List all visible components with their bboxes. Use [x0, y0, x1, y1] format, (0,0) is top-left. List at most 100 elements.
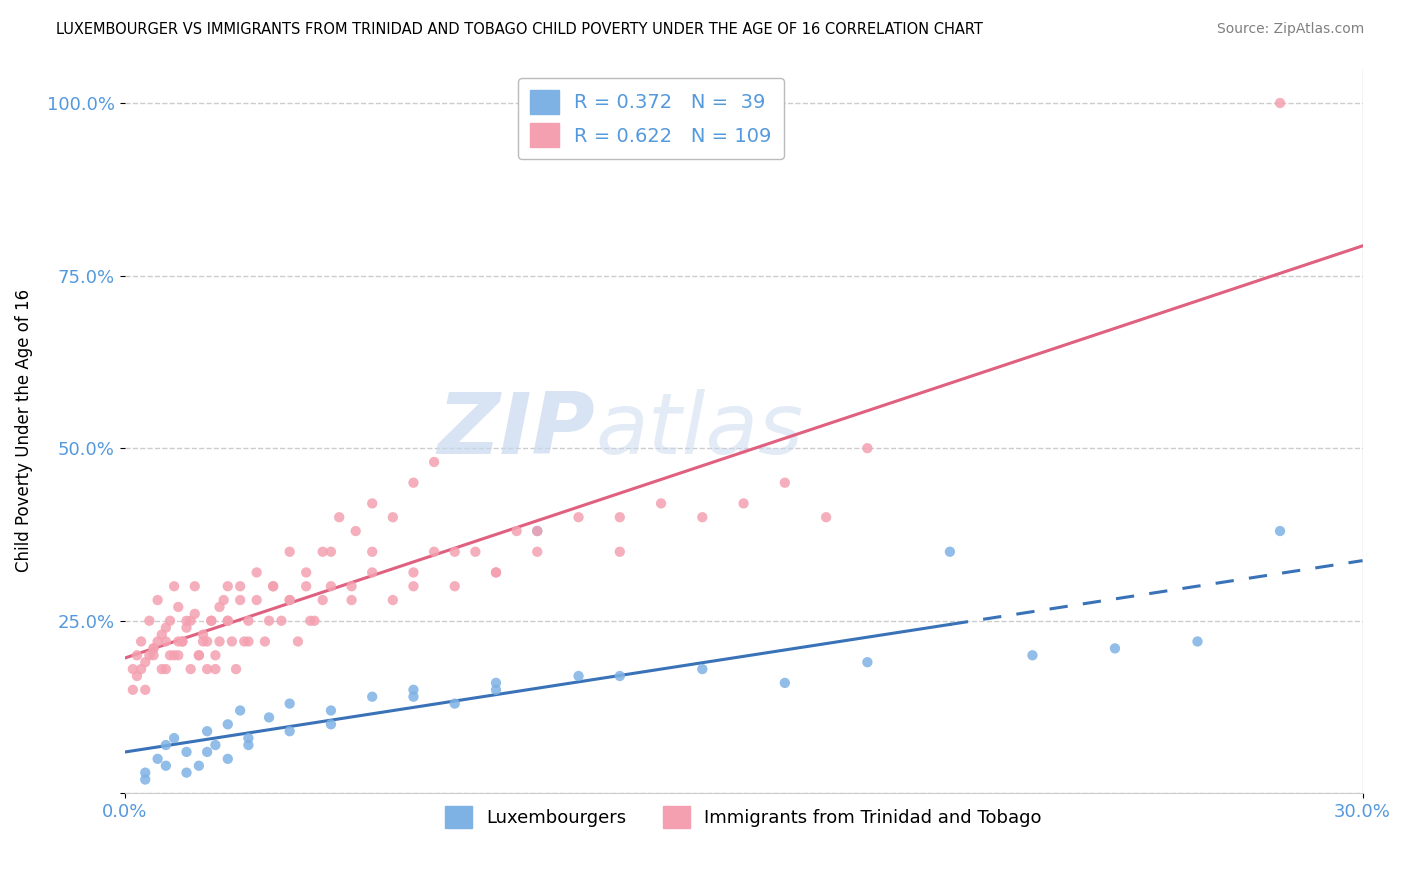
Point	[191, 634, 214, 648]
Point	[402, 690, 425, 704]
Point	[423, 545, 446, 559]
Point	[176, 745, 198, 759]
Point	[304, 614, 326, 628]
Point	[180, 662, 202, 676]
Point	[163, 579, 186, 593]
Point	[692, 510, 714, 524]
Point	[195, 745, 218, 759]
Point	[142, 648, 165, 663]
Point	[138, 648, 160, 663]
Point	[146, 634, 169, 648]
Point	[526, 545, 548, 559]
Text: atlas: atlas	[595, 390, 803, 473]
Point	[856, 441, 879, 455]
Point	[381, 510, 404, 524]
Point	[278, 545, 301, 559]
Point	[443, 545, 465, 559]
Point	[180, 614, 202, 628]
Point	[233, 634, 256, 648]
Point	[208, 599, 231, 614]
Point	[567, 510, 589, 524]
Point	[150, 627, 173, 641]
Point	[125, 669, 148, 683]
Point	[184, 579, 207, 593]
Point	[609, 510, 631, 524]
Point	[172, 634, 194, 648]
Point	[609, 545, 631, 559]
Text: Source: ZipAtlas.com: Source: ZipAtlas.com	[1216, 22, 1364, 37]
Point	[225, 662, 247, 676]
Point	[262, 579, 284, 593]
Point	[138, 614, 160, 628]
Point	[402, 579, 425, 593]
Point	[155, 621, 177, 635]
Point	[939, 545, 962, 559]
Point	[159, 614, 181, 628]
Point	[773, 676, 796, 690]
Point	[229, 593, 252, 607]
Point	[195, 724, 218, 739]
Point	[1021, 648, 1043, 663]
Point	[257, 710, 280, 724]
Point	[200, 614, 222, 628]
Point	[238, 634, 260, 648]
Point	[319, 545, 342, 559]
Point	[402, 566, 425, 580]
Point	[200, 614, 222, 628]
Point	[146, 752, 169, 766]
Point	[229, 704, 252, 718]
Point	[204, 662, 226, 676]
Point	[1268, 524, 1291, 538]
Point	[526, 524, 548, 538]
Point	[773, 475, 796, 490]
Point	[253, 634, 276, 648]
Point	[485, 682, 508, 697]
Point	[287, 634, 309, 648]
Point	[278, 724, 301, 739]
Point	[650, 496, 672, 510]
Point	[856, 655, 879, 669]
Point	[278, 697, 301, 711]
Point	[526, 524, 548, 538]
Point	[176, 765, 198, 780]
Point	[485, 676, 508, 690]
Point	[187, 648, 209, 663]
Point	[134, 765, 156, 780]
Point	[217, 717, 239, 731]
Point	[134, 682, 156, 697]
Point	[217, 579, 239, 593]
Point	[567, 669, 589, 683]
Point	[195, 662, 218, 676]
Point	[361, 496, 384, 510]
Point	[129, 662, 152, 676]
Point	[208, 634, 231, 648]
Point	[142, 641, 165, 656]
Text: ZIP: ZIP	[437, 390, 595, 473]
Point	[155, 662, 177, 676]
Point	[340, 593, 363, 607]
Point	[257, 614, 280, 628]
Point	[238, 738, 260, 752]
Point	[150, 662, 173, 676]
Point	[238, 731, 260, 745]
Point	[146, 593, 169, 607]
Point	[155, 738, 177, 752]
Point	[278, 593, 301, 607]
Point	[733, 496, 755, 510]
Point	[187, 758, 209, 772]
Point	[172, 634, 194, 648]
Point	[238, 614, 260, 628]
Point	[464, 545, 486, 559]
Point	[246, 593, 269, 607]
Point	[443, 579, 465, 593]
Text: LUXEMBOURGER VS IMMIGRANTS FROM TRINIDAD AND TOBAGO CHILD POVERTY UNDER THE AGE : LUXEMBOURGER VS IMMIGRANTS FROM TRINIDAD…	[56, 22, 983, 37]
Point	[155, 634, 177, 648]
Point	[204, 738, 226, 752]
Point	[195, 634, 218, 648]
Point	[295, 566, 318, 580]
Point	[692, 662, 714, 676]
Point	[121, 682, 143, 697]
Point	[221, 634, 243, 648]
Point	[155, 758, 177, 772]
Point	[204, 648, 226, 663]
